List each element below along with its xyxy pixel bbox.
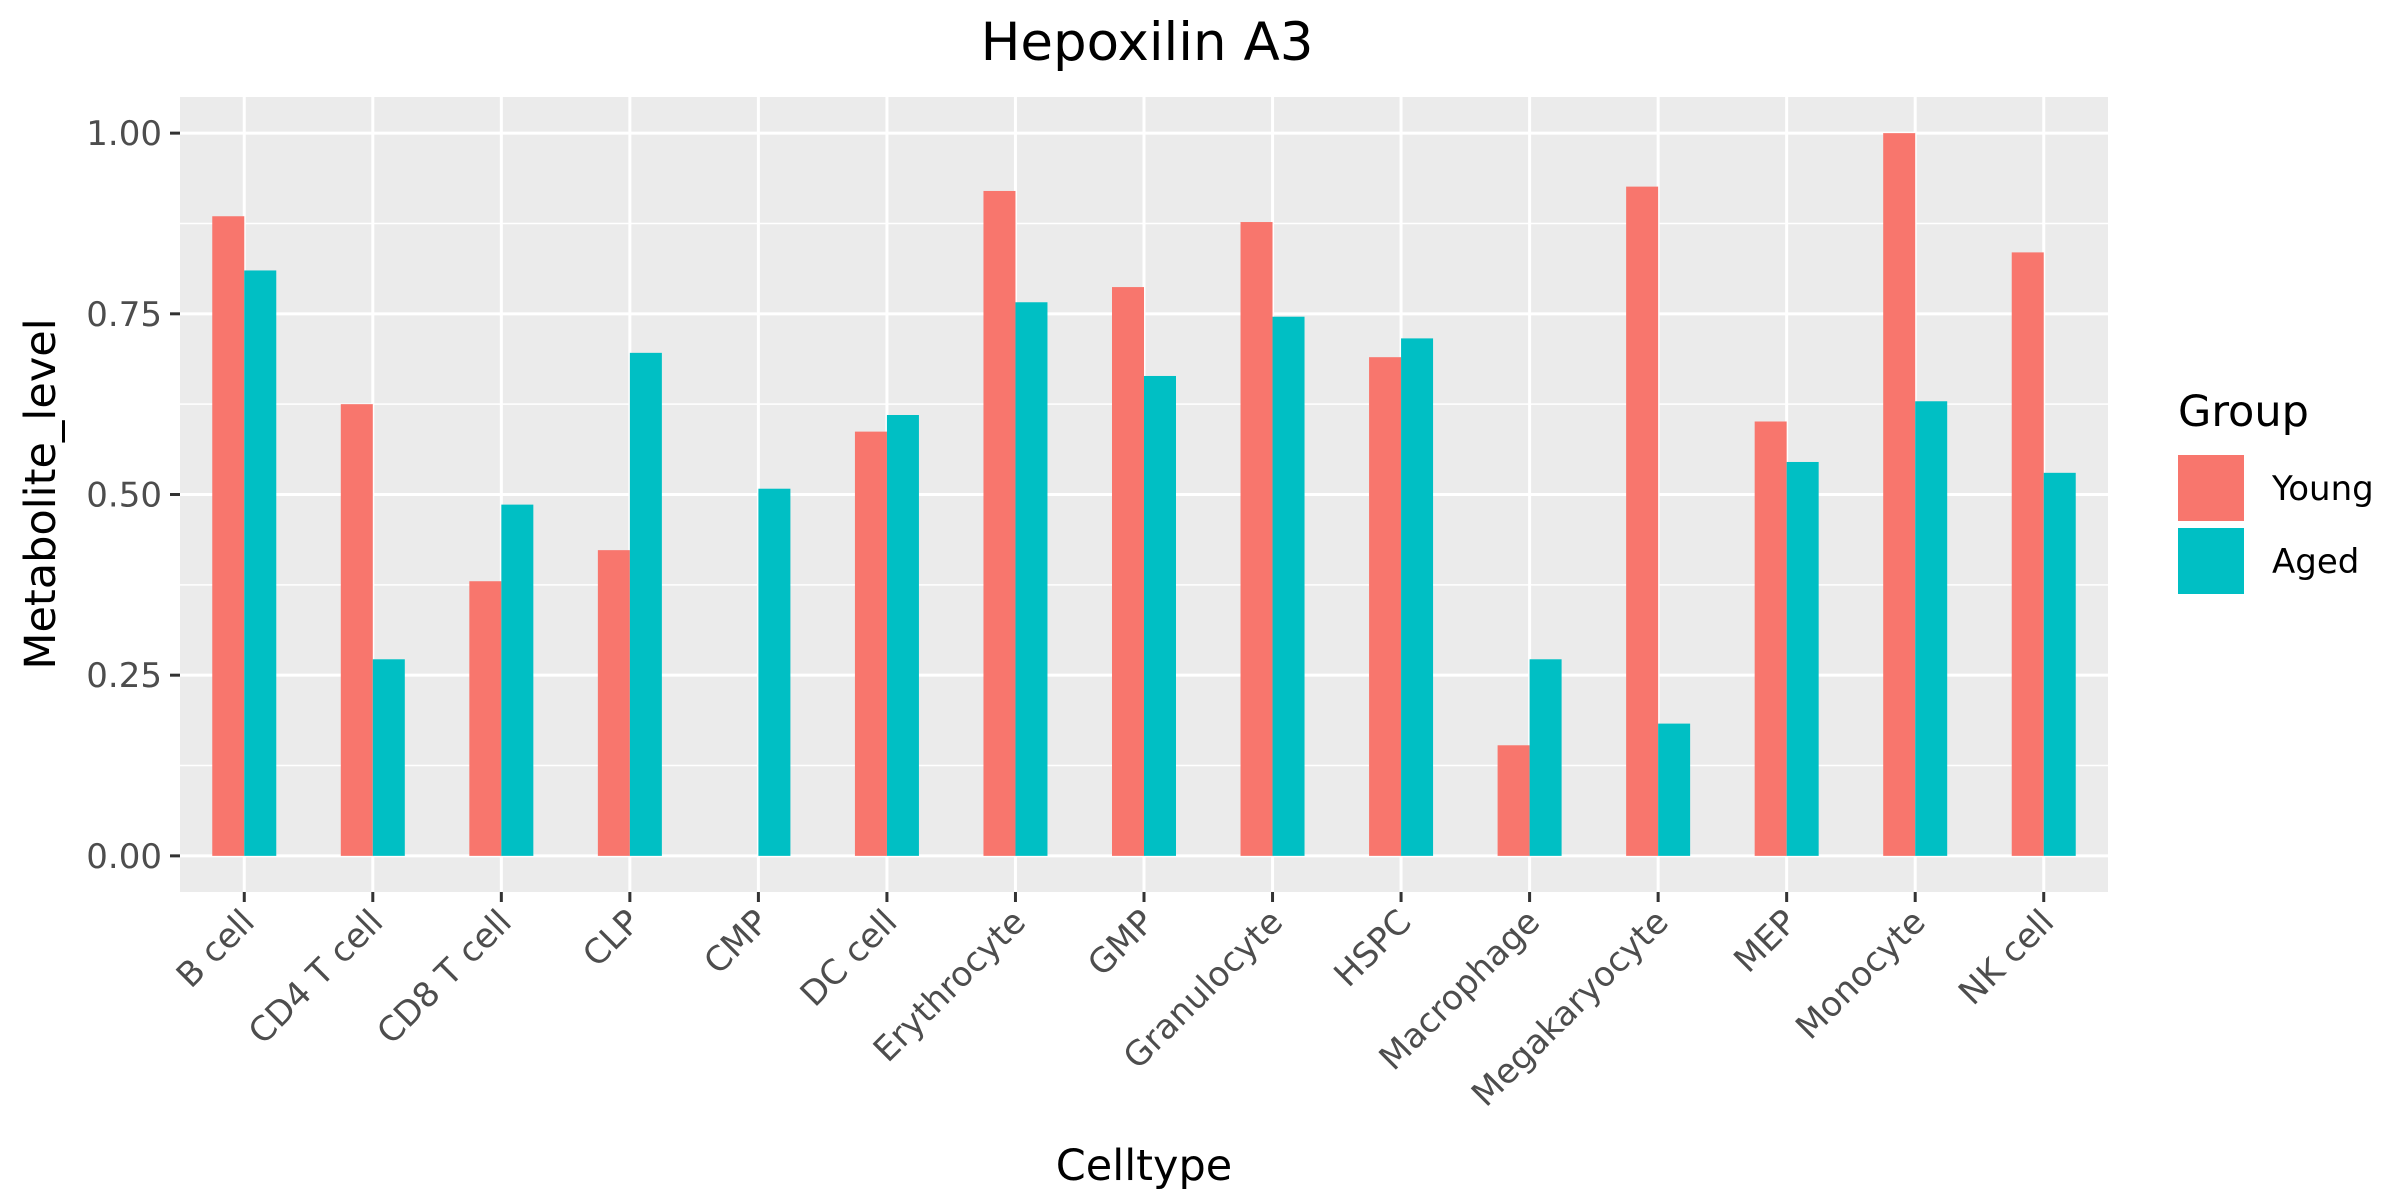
y-tick-label: 0.50 — [86, 476, 162, 516]
bar-aged-1 — [244, 270, 277, 856]
bar-aged-4 — [629, 352, 662, 856]
x-tick-label: Monocyte — [1788, 902, 1933, 1047]
bar-young-10 — [1369, 357, 1402, 856]
legend-label-aged: Aged — [2272, 542, 2359, 582]
x-tick-label: DC cell — [793, 902, 906, 1015]
y-tick-label: 0.75 — [86, 295, 162, 335]
bar-young-4 — [597, 550, 630, 856]
legend: Group Young Aged — [2178, 387, 2374, 594]
x-tick-label: NK cell — [1951, 902, 2062, 1013]
bar-aged-15 — [2043, 472, 2076, 856]
x-tick-label: CD8 T cell — [369, 902, 519, 1052]
bar-young-2 — [340, 404, 373, 856]
legend-title: Group — [2178, 387, 2309, 437]
x-tick-label: CMP — [696, 902, 776, 982]
bar-aged-5 — [758, 488, 791, 856]
bar-young-15 — [2011, 252, 2044, 856]
x-tick-label: CD4 T cell — [241, 902, 391, 1052]
bar-young-7 — [983, 190, 1016, 856]
y-axis-title: Metabolite_level — [16, 318, 66, 669]
bar-young-6 — [854, 431, 887, 856]
bar-aged-7 — [1015, 302, 1048, 856]
x-tick-label: B cell — [169, 902, 263, 996]
bars — [212, 133, 2076, 856]
bar-aged-10 — [1401, 338, 1434, 856]
bar-young-8 — [1112, 287, 1144, 856]
legend-label-young: Young — [2271, 469, 2374, 509]
bar-aged-6 — [886, 415, 919, 856]
x-tick-label: CLP — [575, 902, 648, 975]
bar-young-14 — [1883, 133, 1916, 856]
bar-aged-2 — [372, 659, 405, 856]
bar-aged-11 — [1529, 659, 1562, 856]
bar-young-3 — [469, 581, 502, 856]
x-tick-label: MEP — [1726, 902, 1805, 981]
x-tick-label: GMP — [1080, 902, 1162, 984]
bar-aged-3 — [501, 504, 534, 856]
y-tick-label: 0.00 — [86, 837, 162, 877]
bar-aged-13 — [1786, 461, 1819, 856]
legend-swatch-aged — [2178, 528, 2244, 594]
y-tick-label: 1.00 — [86, 114, 162, 154]
y-tick-label: 0.25 — [86, 656, 162, 696]
bar-aged-8 — [1144, 375, 1176, 856]
bar-young-1 — [212, 216, 245, 856]
chart-title: Hepoxilin A3 — [981, 12, 1314, 73]
bar-aged-12 — [1658, 723, 1691, 856]
bar-young-9 — [1240, 222, 1273, 856]
x-axis-title: Celltype — [1056, 1141, 1232, 1191]
bar-young-12 — [1626, 186, 1659, 856]
y-axis: 0.00 0.25 0.50 0.75 1.00 — [86, 114, 180, 877]
bar-young-11 — [1497, 745, 1530, 856]
x-tick-label: HSPC — [1327, 902, 1420, 995]
bar-young-13 — [1754, 421, 1787, 856]
bar-aged-9 — [1272, 316, 1305, 856]
legend-swatch-young — [2178, 455, 2244, 521]
bar-aged-14 — [1915, 401, 1948, 856]
